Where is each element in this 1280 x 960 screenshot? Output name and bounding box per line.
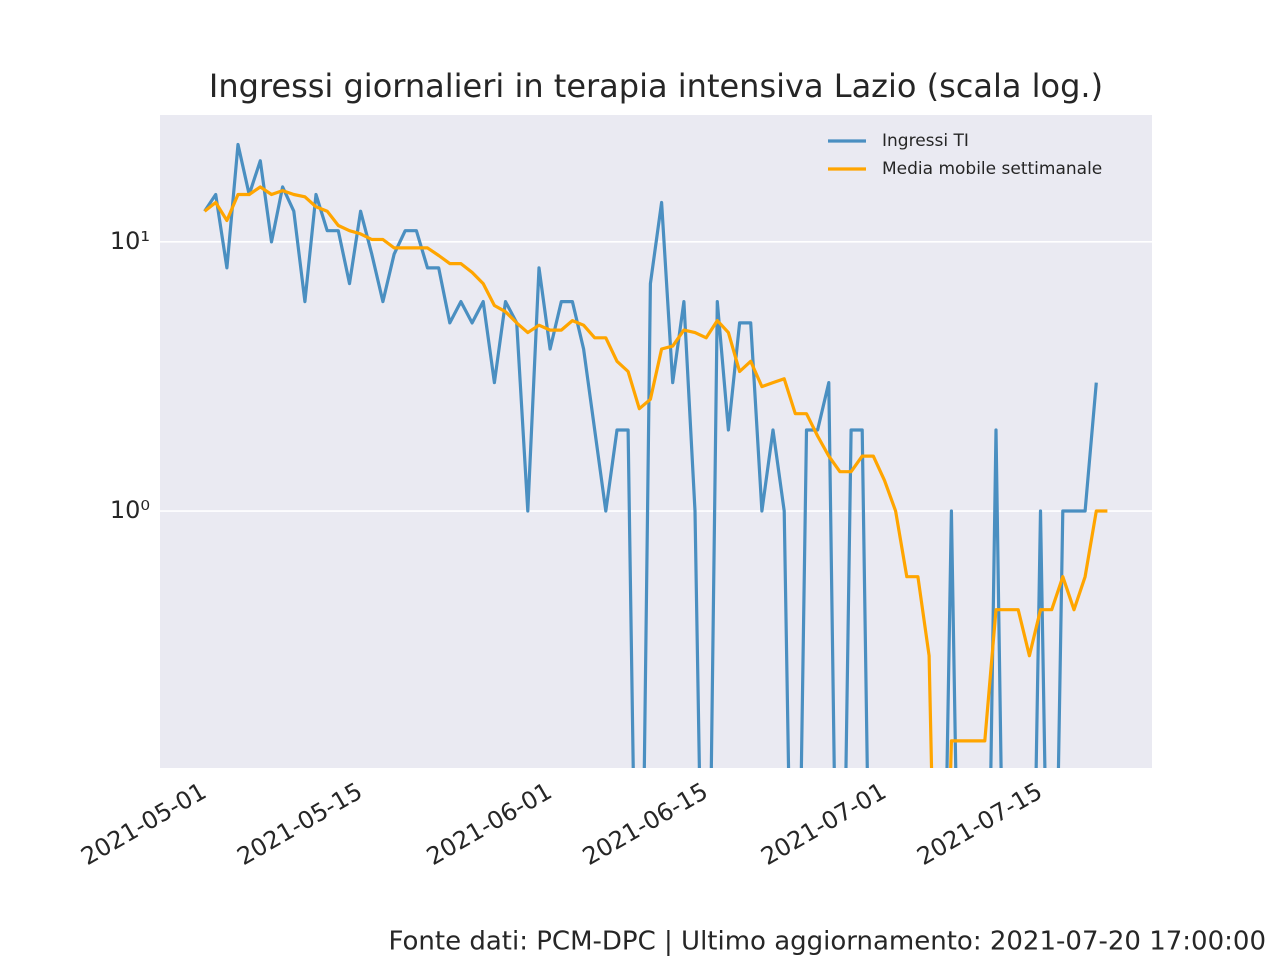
- plot-area: [160, 115, 1152, 768]
- y-tick-label: 10¹: [110, 227, 150, 255]
- footer: Fonte dati: PCM-DPC | Ultimo aggiornamen…: [389, 927, 1267, 957]
- y-tick-label: 10⁰: [110, 496, 150, 524]
- chart-title: Ingressi giornalieri in terapia intensiv…: [209, 67, 1103, 105]
- legend-label: Ingressi TI: [882, 131, 969, 151]
- x-tick-label: 2021-05-01: [76, 777, 211, 871]
- legend-label: Media mobile settimanale: [882, 159, 1102, 179]
- x-tick-label: 2021-05-15: [232, 777, 367, 871]
- x-tick-label: 2021-07-15: [912, 777, 1047, 871]
- x-tick-label: 2021-06-15: [578, 777, 713, 871]
- x-tick-label: 2021-07-01: [756, 777, 891, 871]
- data-line: [203, 142, 1098, 768]
- data-line: [203, 185, 1108, 768]
- lines: [203, 142, 1108, 768]
- legend: Ingressi TI Media mobile settimanale: [828, 131, 1102, 179]
- x-tick-label: 2021-06-01: [422, 777, 557, 871]
